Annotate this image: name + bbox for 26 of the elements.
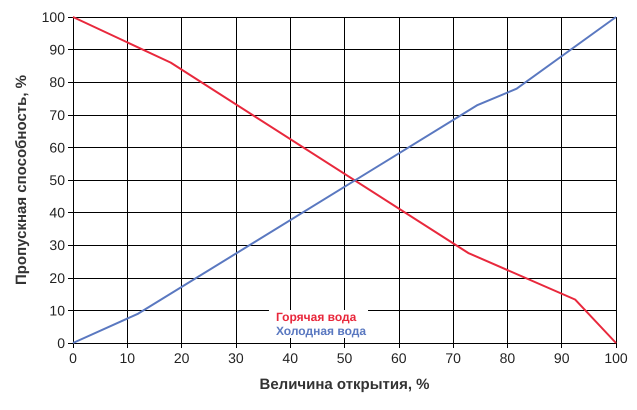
x-tick-label: 80 (500, 350, 516, 366)
y-tick-label: 40 (49, 204, 66, 221)
x-tick-label: 50 (336, 350, 352, 366)
y-tick-label: 50 (49, 172, 66, 188)
y-tick-label: 70 (49, 106, 66, 123)
x-tick-label: 20 (174, 350, 190, 366)
y-axis-title: Пропускная способность, % (13, 74, 30, 286)
text: Горячая вода (276, 310, 357, 324)
y-tick-label: 0 (57, 335, 66, 351)
text: Холодная вода (276, 324, 366, 338)
y-tick-label: 60 (49, 139, 66, 156)
x-tick-label: 100 (604, 350, 628, 366)
x-axis-title: Величина открытия, % (259, 376, 430, 393)
x-tick-label: 70 (445, 350, 462, 366)
y-tick-label: 30 (49, 237, 66, 254)
x-tick-label: 40 (282, 350, 298, 366)
y-tick-label: 100 (42, 9, 66, 25)
y-tick-label: 20 (49, 270, 66, 286)
x-tick-label: 90 (554, 350, 570, 366)
x-tick-label: 10 (120, 350, 136, 366)
x-tick-label: 0 (69, 350, 78, 366)
x-tick-label: 60 (391, 350, 407, 366)
y-tick-label: 90 (49, 42, 66, 58)
y-tick-label: 10 (49, 302, 66, 318)
x-tick-label: 30 (228, 350, 244, 366)
y-tick-label: 80 (49, 74, 66, 90)
